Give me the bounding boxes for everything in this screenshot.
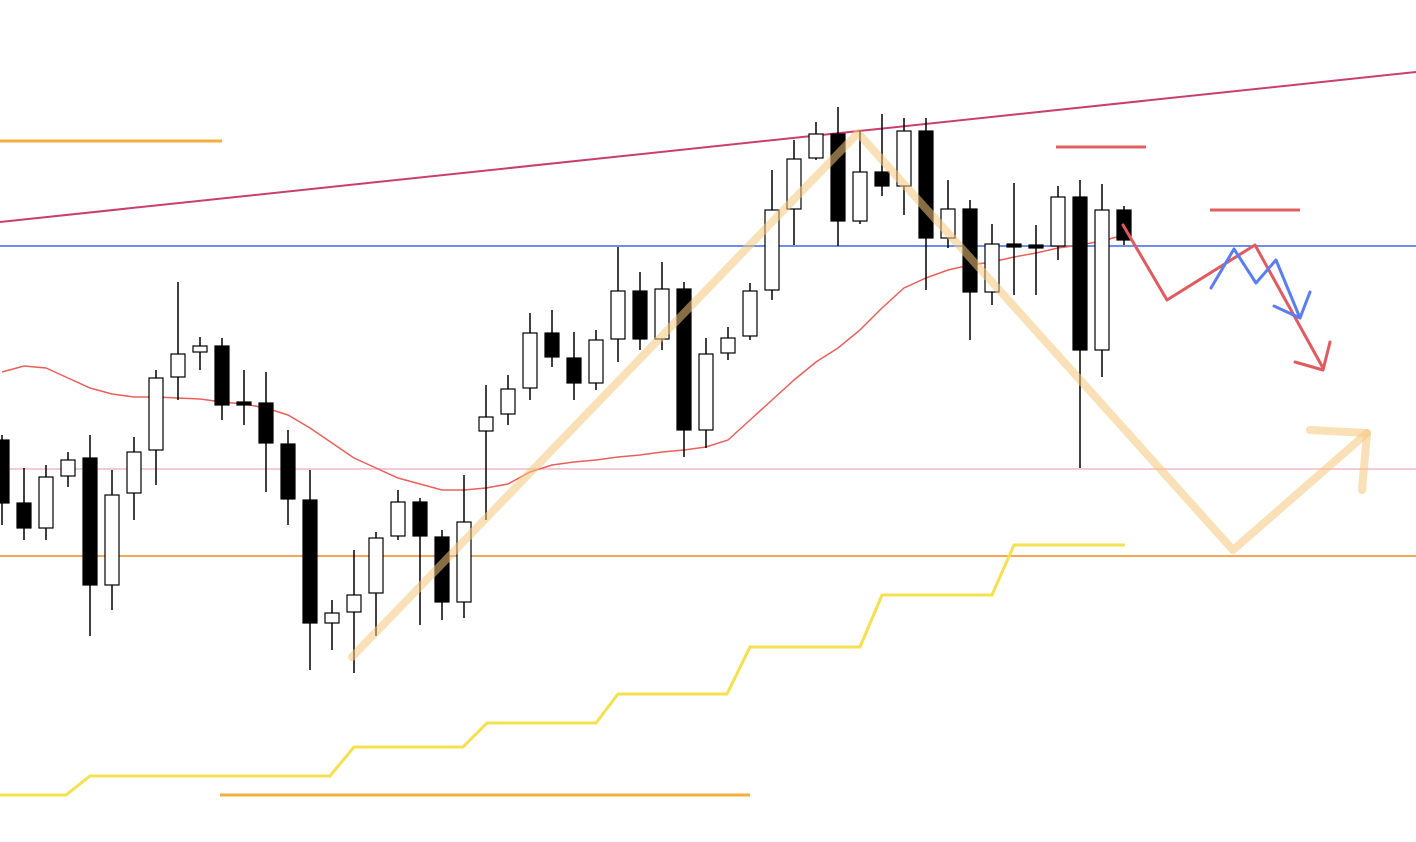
candle-body — [280, 443, 296, 500]
candle-body — [874, 171, 890, 187]
candle-body — [522, 332, 538, 389]
arrow-head — [1293, 340, 1332, 372]
candle-body — [346, 594, 362, 613]
candle-body — [500, 388, 516, 415]
scenario-path — [1209, 247, 1302, 320]
candle-body — [38, 476, 54, 529]
candle-body — [324, 612, 340, 624]
candle-body — [918, 130, 934, 239]
candle-body — [1050, 196, 1066, 247]
candle-body — [258, 402, 274, 444]
candle-body — [214, 345, 230, 406]
candle-body — [148, 377, 164, 451]
arrow-head — [1272, 290, 1312, 320]
candle-body — [368, 537, 384, 594]
drawings-front — [348, 129, 1371, 661]
candle-body — [632, 290, 648, 340]
candles — [0, 107, 1132, 673]
trend-line — [0, 71, 1416, 223]
step-line — [0, 543, 1125, 797]
candle-body — [192, 345, 208, 353]
candle-body — [126, 451, 142, 494]
candle-body — [16, 502, 32, 529]
scenario-path — [348, 129, 1371, 661]
candle-body — [1006, 243, 1022, 248]
candle-body — [412, 501, 428, 537]
candle-body — [566, 357, 582, 384]
candle-body — [676, 288, 692, 431]
candle-body — [390, 501, 406, 537]
moving-average — [1, 234, 1125, 491]
candle-body — [720, 337, 736, 354]
candle-body — [742, 290, 758, 337]
candle-body — [698, 353, 714, 431]
candle-body — [610, 290, 626, 340]
candle-body — [544, 332, 560, 358]
candle-body — [852, 171, 868, 222]
candle-body — [302, 499, 318, 624]
scenario-path — [1121, 223, 1325, 370]
candle-body — [60, 459, 76, 477]
candle-body — [1028, 244, 1044, 249]
candle-body — [236, 401, 252, 406]
candle-body — [1072, 196, 1088, 351]
candle-body — [808, 133, 824, 159]
candle-body — [478, 416, 494, 432]
candle-body — [82, 457, 98, 586]
candle-body — [0, 439, 10, 504]
drawings-back — [0, 71, 1416, 797]
candle-body — [588, 339, 604, 384]
candle-body — [1094, 209, 1110, 351]
candle-body — [170, 353, 186, 378]
arrow-head — [1306, 426, 1371, 494]
candle-body — [104, 494, 120, 586]
